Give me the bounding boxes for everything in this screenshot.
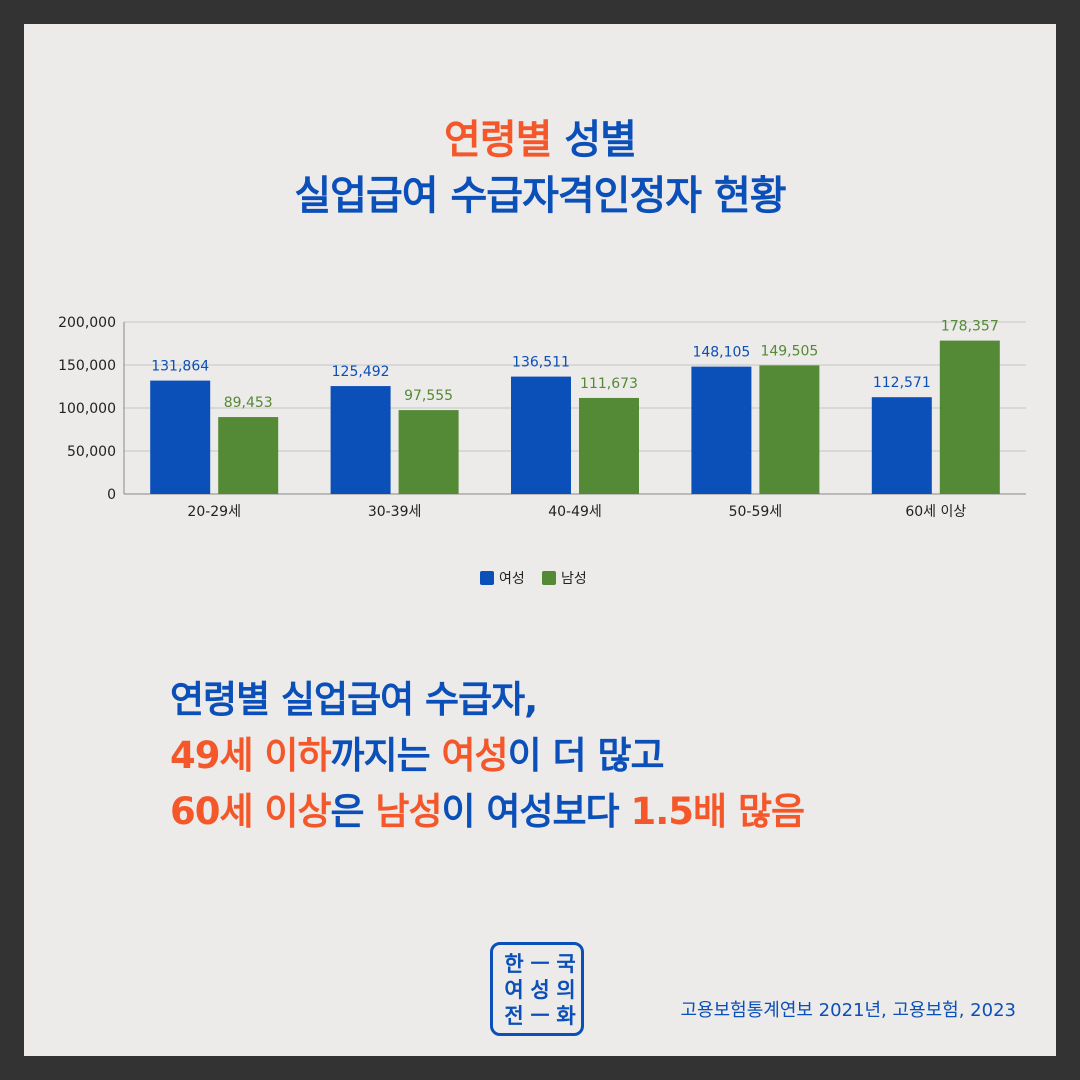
y-tick-label: 200,000 bbox=[58, 315, 116, 331]
summary-text-part: 이 더 많고 bbox=[507, 734, 665, 777]
x-tick-label: 20-29세 bbox=[187, 504, 241, 520]
data-label: 178,357 bbox=[941, 319, 999, 335]
page-title: 연령별 성별 실업급여 수급자격인정자 현황 bbox=[24, 112, 1056, 224]
data-label: 149,505 bbox=[760, 343, 818, 359]
legend-swatch bbox=[480, 571, 494, 585]
bar bbox=[511, 376, 571, 494]
summary-highlight: 60세 이상 bbox=[170, 790, 331, 833]
data-label: 89,453 bbox=[224, 395, 273, 411]
summary-text-part: 은 bbox=[330, 790, 376, 833]
title-highlight: 연령별 bbox=[444, 117, 552, 163]
summary-text-part: 이 여성보다 bbox=[441, 790, 631, 833]
summary-line-3: 60세 이상은 남성이 여성보다 1.5배 많음 bbox=[170, 784, 805, 840]
legend-label: 남성 bbox=[561, 571, 587, 587]
bar bbox=[218, 417, 279, 494]
y-tick-label: 0 bbox=[107, 487, 116, 503]
logo-char: 국 bbox=[556, 952, 576, 976]
summary-text-part: 까지는 bbox=[330, 734, 442, 777]
x-tick-label: 40-49세 bbox=[548, 504, 602, 520]
title-line-1: 연령별 성별 bbox=[24, 112, 1056, 168]
bar-chart: 0 50,000 100,000 150,000 200,000 131,864 89,45… bbox=[58, 315, 1026, 587]
bar bbox=[759, 365, 820, 494]
data-label: 111,673 bbox=[580, 376, 638, 392]
logo-char: 전 bbox=[504, 1004, 524, 1028]
data-label: 136,511 bbox=[512, 355, 570, 371]
bar bbox=[939, 340, 1000, 494]
y-tick-label: 100,000 bbox=[58, 401, 116, 417]
card: 연령별 성별 실업급여 수급자격인정자 현황 0 50,000 100,000 150… bbox=[24, 24, 1056, 1056]
x-tick-label: 30-39세 bbox=[368, 504, 422, 520]
source-note: 고용보험통계연보 2021년, 고용보험, 2023 bbox=[680, 1000, 1016, 1021]
bar bbox=[398, 410, 459, 494]
y-tick-label: 150,000 bbox=[58, 358, 116, 374]
legend-label: 여성 bbox=[499, 571, 525, 587]
summary-highlight: 49세 이하 bbox=[170, 734, 331, 777]
x-tick-label: 60세 이상 bbox=[905, 504, 966, 520]
bar bbox=[150, 380, 211, 494]
title-line-2: 실업급여 수급자격인정자 현황 bbox=[294, 173, 786, 219]
bar bbox=[330, 386, 391, 494]
organization-logo: 한 ㅡ 국 여 성 의 전 ㅡ 화 bbox=[490, 942, 584, 1036]
logo-char: ㅡ bbox=[530, 1004, 550, 1028]
y-tick-label: 50,000 bbox=[67, 444, 116, 460]
summary-line-2: 49세 이하까지는 여성이 더 많고 bbox=[170, 728, 804, 784]
data-label: 131,864 bbox=[151, 359, 209, 375]
data-label: 112,571 bbox=[873, 375, 931, 391]
logo-char: 한 bbox=[504, 952, 524, 976]
data-label: 97,555 bbox=[404, 388, 453, 404]
logo-char: 여 bbox=[504, 978, 524, 1002]
logo-char: ㅡ bbox=[530, 952, 550, 976]
summary-highlight: 여성 bbox=[441, 734, 509, 777]
summary-highlight: 1.5배 많음 bbox=[630, 790, 805, 833]
summary-text: 연령별 실업급여 수급자, 49세 이하까지는 여성이 더 많고 60세 이상은… bbox=[170, 672, 805, 840]
logo-grid: 한 ㅡ 국 여 성 의 전 ㅡ 화 bbox=[501, 951, 579, 1029]
x-tick-label: 50-59세 bbox=[729, 504, 783, 520]
title-rest: 성별 bbox=[551, 117, 637, 163]
bar bbox=[871, 397, 932, 494]
legend-swatch bbox=[542, 571, 556, 585]
logo-char: 성 bbox=[530, 978, 550, 1002]
data-label: 125,492 bbox=[332, 364, 390, 380]
data-label: 148,105 bbox=[692, 345, 750, 361]
summary-highlight: 남성 bbox=[375, 790, 442, 833]
logo-char: 의 bbox=[556, 978, 576, 1002]
logo-char: 화 bbox=[556, 1004, 576, 1028]
bar bbox=[691, 366, 752, 494]
summary-line-1: 연령별 실업급여 수급자, bbox=[170, 678, 538, 721]
bar bbox=[579, 397, 639, 494]
